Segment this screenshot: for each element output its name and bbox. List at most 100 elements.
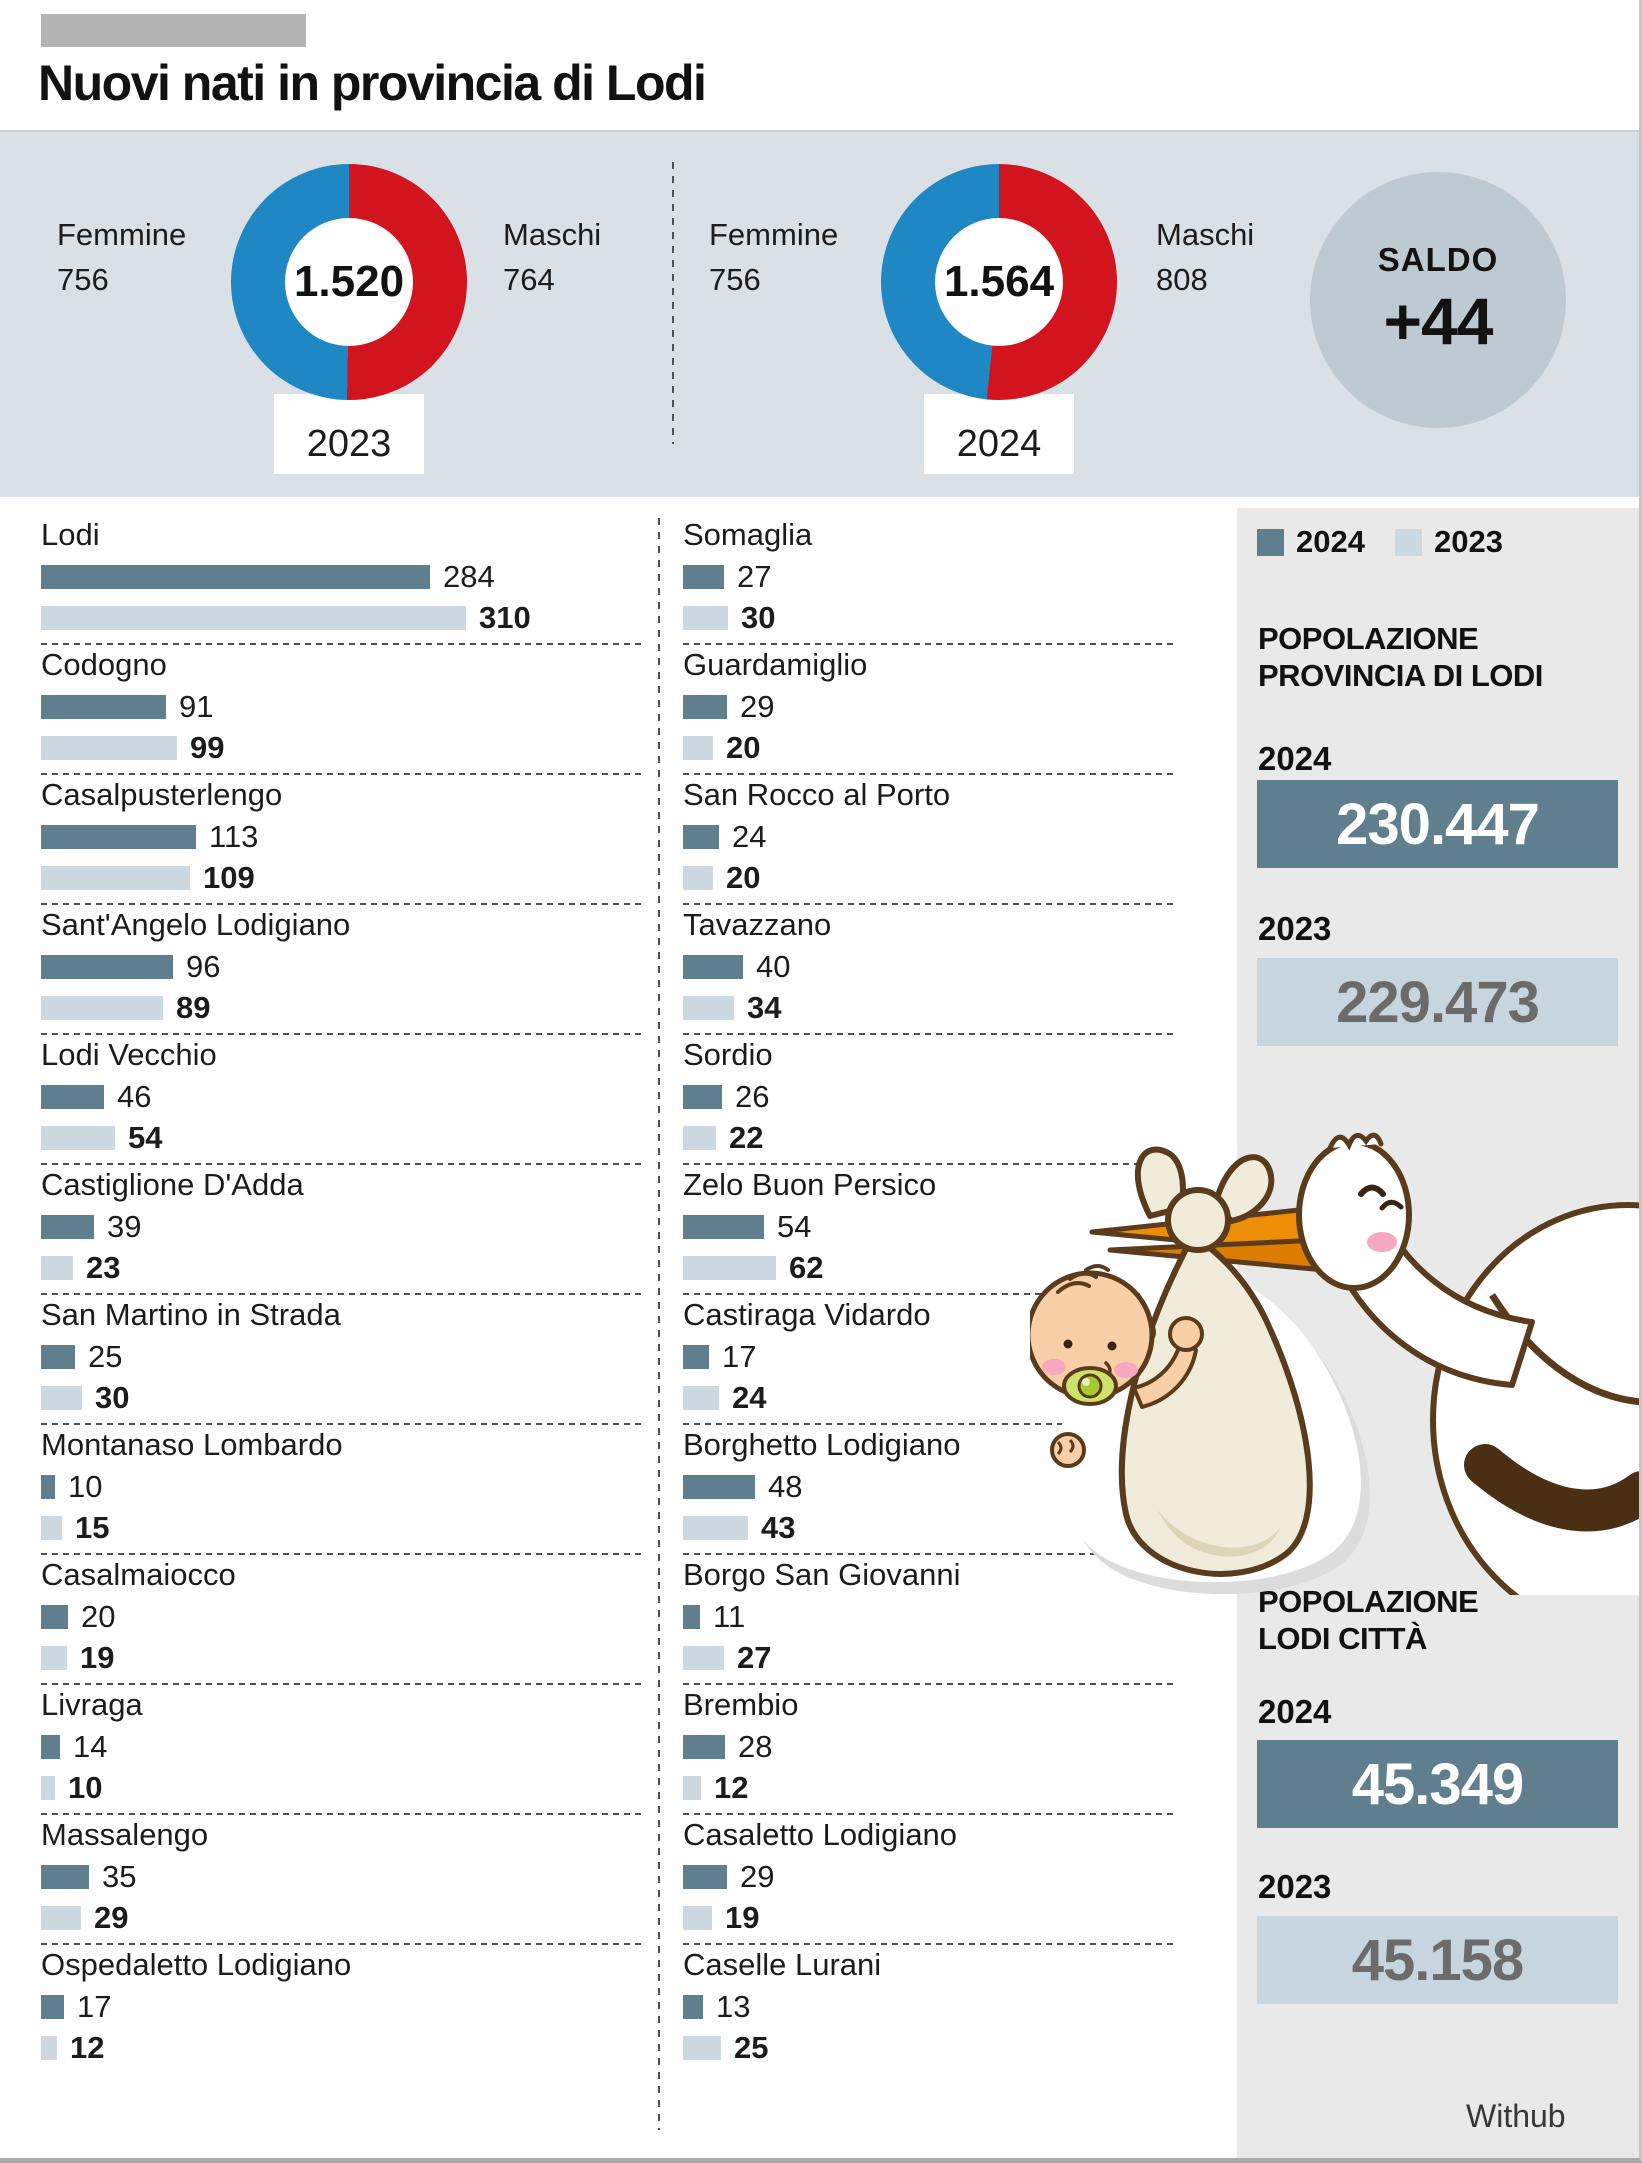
bar-2024 [41,1995,64,2019]
male-label-2024: Maschi 808 [1156,212,1254,302]
municipality-block: Tavazzano 40 34 [683,905,1175,1035]
value-2024: 284 [443,559,495,594]
value-2023: 22 [729,1120,764,1155]
bar-2023 [683,1256,776,1280]
bar-row: 54 [41,1120,641,1155]
bar-2023 [41,1646,67,1670]
value-2023: 10 [68,1770,103,1805]
bar-row: 89 [41,990,641,1025]
value-2023: 54 [128,1120,163,1155]
bar-row: 310 [41,600,641,635]
value-2024: 17 [722,1339,757,1374]
bar-row: 25 [41,1339,641,1374]
value-2023: 23 [86,1250,121,1285]
bar-row: 20 [683,730,1175,765]
bar-row: 91 [41,689,641,724]
value-2024: 29 [740,689,775,724]
value-2024: 20 [81,1599,116,1634]
bar-2023 [683,1516,748,1540]
summary-band: Femmine 756 1.520 Maschi 764 2023 Femmin… [0,130,1639,497]
bar-row: 26 [683,1079,1175,1114]
bar-2024 [683,1995,703,2019]
bar-row: 62 [683,1250,1175,1285]
value-2024: 96 [186,949,221,984]
legend-swatch-2023 [1394,528,1422,556]
bar-2023 [41,1126,115,1150]
municipality-name: San Martino in Strada [41,1297,341,1332]
bar-row: 284 [41,559,641,594]
municipality-name: Sordio [683,1037,773,1072]
bar-row: 11 [683,1599,1175,1634]
municipality-block: Castiglione D'Adda 39 23 [41,1165,641,1295]
provincia-year-2023: 2023 [1258,910,1332,947]
bar-2024 [683,1735,725,1759]
municipality-block: Zelo Buon Persico 54 62 [683,1165,1175,1295]
bar-2024 [683,1865,727,1889]
bar-2024 [41,1215,94,1239]
municipality-name: Castiglione D'Adda [41,1167,304,1202]
male-word: Maschi [1156,217,1255,252]
bar-row: 12 [41,2030,641,2065]
bar-row: 22 [683,1120,1175,1155]
municipality-name: Casalmaiocco [41,1557,236,1592]
municipality-block: Lodi Vecchio 46 54 [41,1035,641,1165]
municipality-name: Codogno [41,647,167,682]
value-2024: 17 [77,1989,112,2024]
bar-2024 [683,1345,709,1369]
municipality-name: Montanaso Lombardo [41,1427,343,1462]
value-2023: 310 [479,600,531,635]
municipality-column-right: Somaglia 27 30 Guardamiglio 29 20 San Rocco al… [683,515,1175,2075]
citta-year-2023: 2023 [1258,1868,1332,1905]
chart-legend: 2024 2023 [1257,524,1503,560]
donut-hole [285,218,413,346]
bar-2023 [41,606,466,630]
bar-2023 [41,2036,57,2060]
value-2024: 13 [716,1989,751,2024]
value-2023: 20 [726,730,761,765]
bar-row: 10 [41,1469,641,1504]
bar-row: 34 [683,990,1175,1025]
bar-row: 17 [683,1339,1175,1374]
bar-2023 [41,1776,55,1800]
value-2023: 25 [734,2030,769,2065]
bar-row: 30 [683,600,1175,635]
saldo-value: +44 [1383,284,1494,358]
municipality-block: Montanaso Lombardo 10 15 [41,1425,641,1555]
bar-2024 [683,695,727,719]
female-word: Femmine [709,217,839,252]
bar-2023 [41,1256,73,1280]
section-title-citta: POPOLAZIONE LODI CITTÀ [1258,1584,1479,1656]
municipality-block: Massalengo 35 29 [41,1815,641,1945]
municipality-block: Lodi 284 310 [41,515,641,645]
bar-2024 [41,1735,60,1759]
bar-row: 20 [41,1599,641,1634]
legend-label-2023: 2023 [1433,524,1503,559]
bar-row: 19 [683,1900,1175,1935]
municipality-block: Casaletto Lodigiano 29 19 [683,1815,1175,1945]
female-label-2023: Femmine 756 [57,212,186,302]
value-2023: 19 [80,1640,115,1675]
municipality-block: Somaglia 27 30 [683,515,1175,645]
value-2024: 24 [732,819,767,854]
bar-2024 [683,565,724,589]
bar-2023 [683,2036,721,2060]
municipality-name: San Rocco al Porto [683,777,951,812]
bar-2023 [683,996,734,1020]
bar-2023 [41,996,163,1020]
bar-2023 [683,866,713,890]
bar-row: 23 [41,1250,641,1285]
value-2024: 27 [737,559,772,594]
municipality-name: Massalengo [41,1817,209,1852]
bar-2023 [683,736,713,760]
municipality-name: Lodi Vecchio [41,1037,217,1072]
value-2023: 34 [747,990,782,1025]
year-box-2024: 2024 [924,394,1074,474]
bar-2024 [41,1605,68,1629]
value-2023: 19 [725,1900,760,1935]
bar-2024 [41,565,430,589]
bar-row: 19 [41,1640,641,1675]
bar-2024 [683,1605,700,1629]
bar-row: 109 [41,860,641,895]
municipality-block: Casalpusterlengo 113 109 [41,775,641,905]
value-2023: 30 [741,600,776,635]
